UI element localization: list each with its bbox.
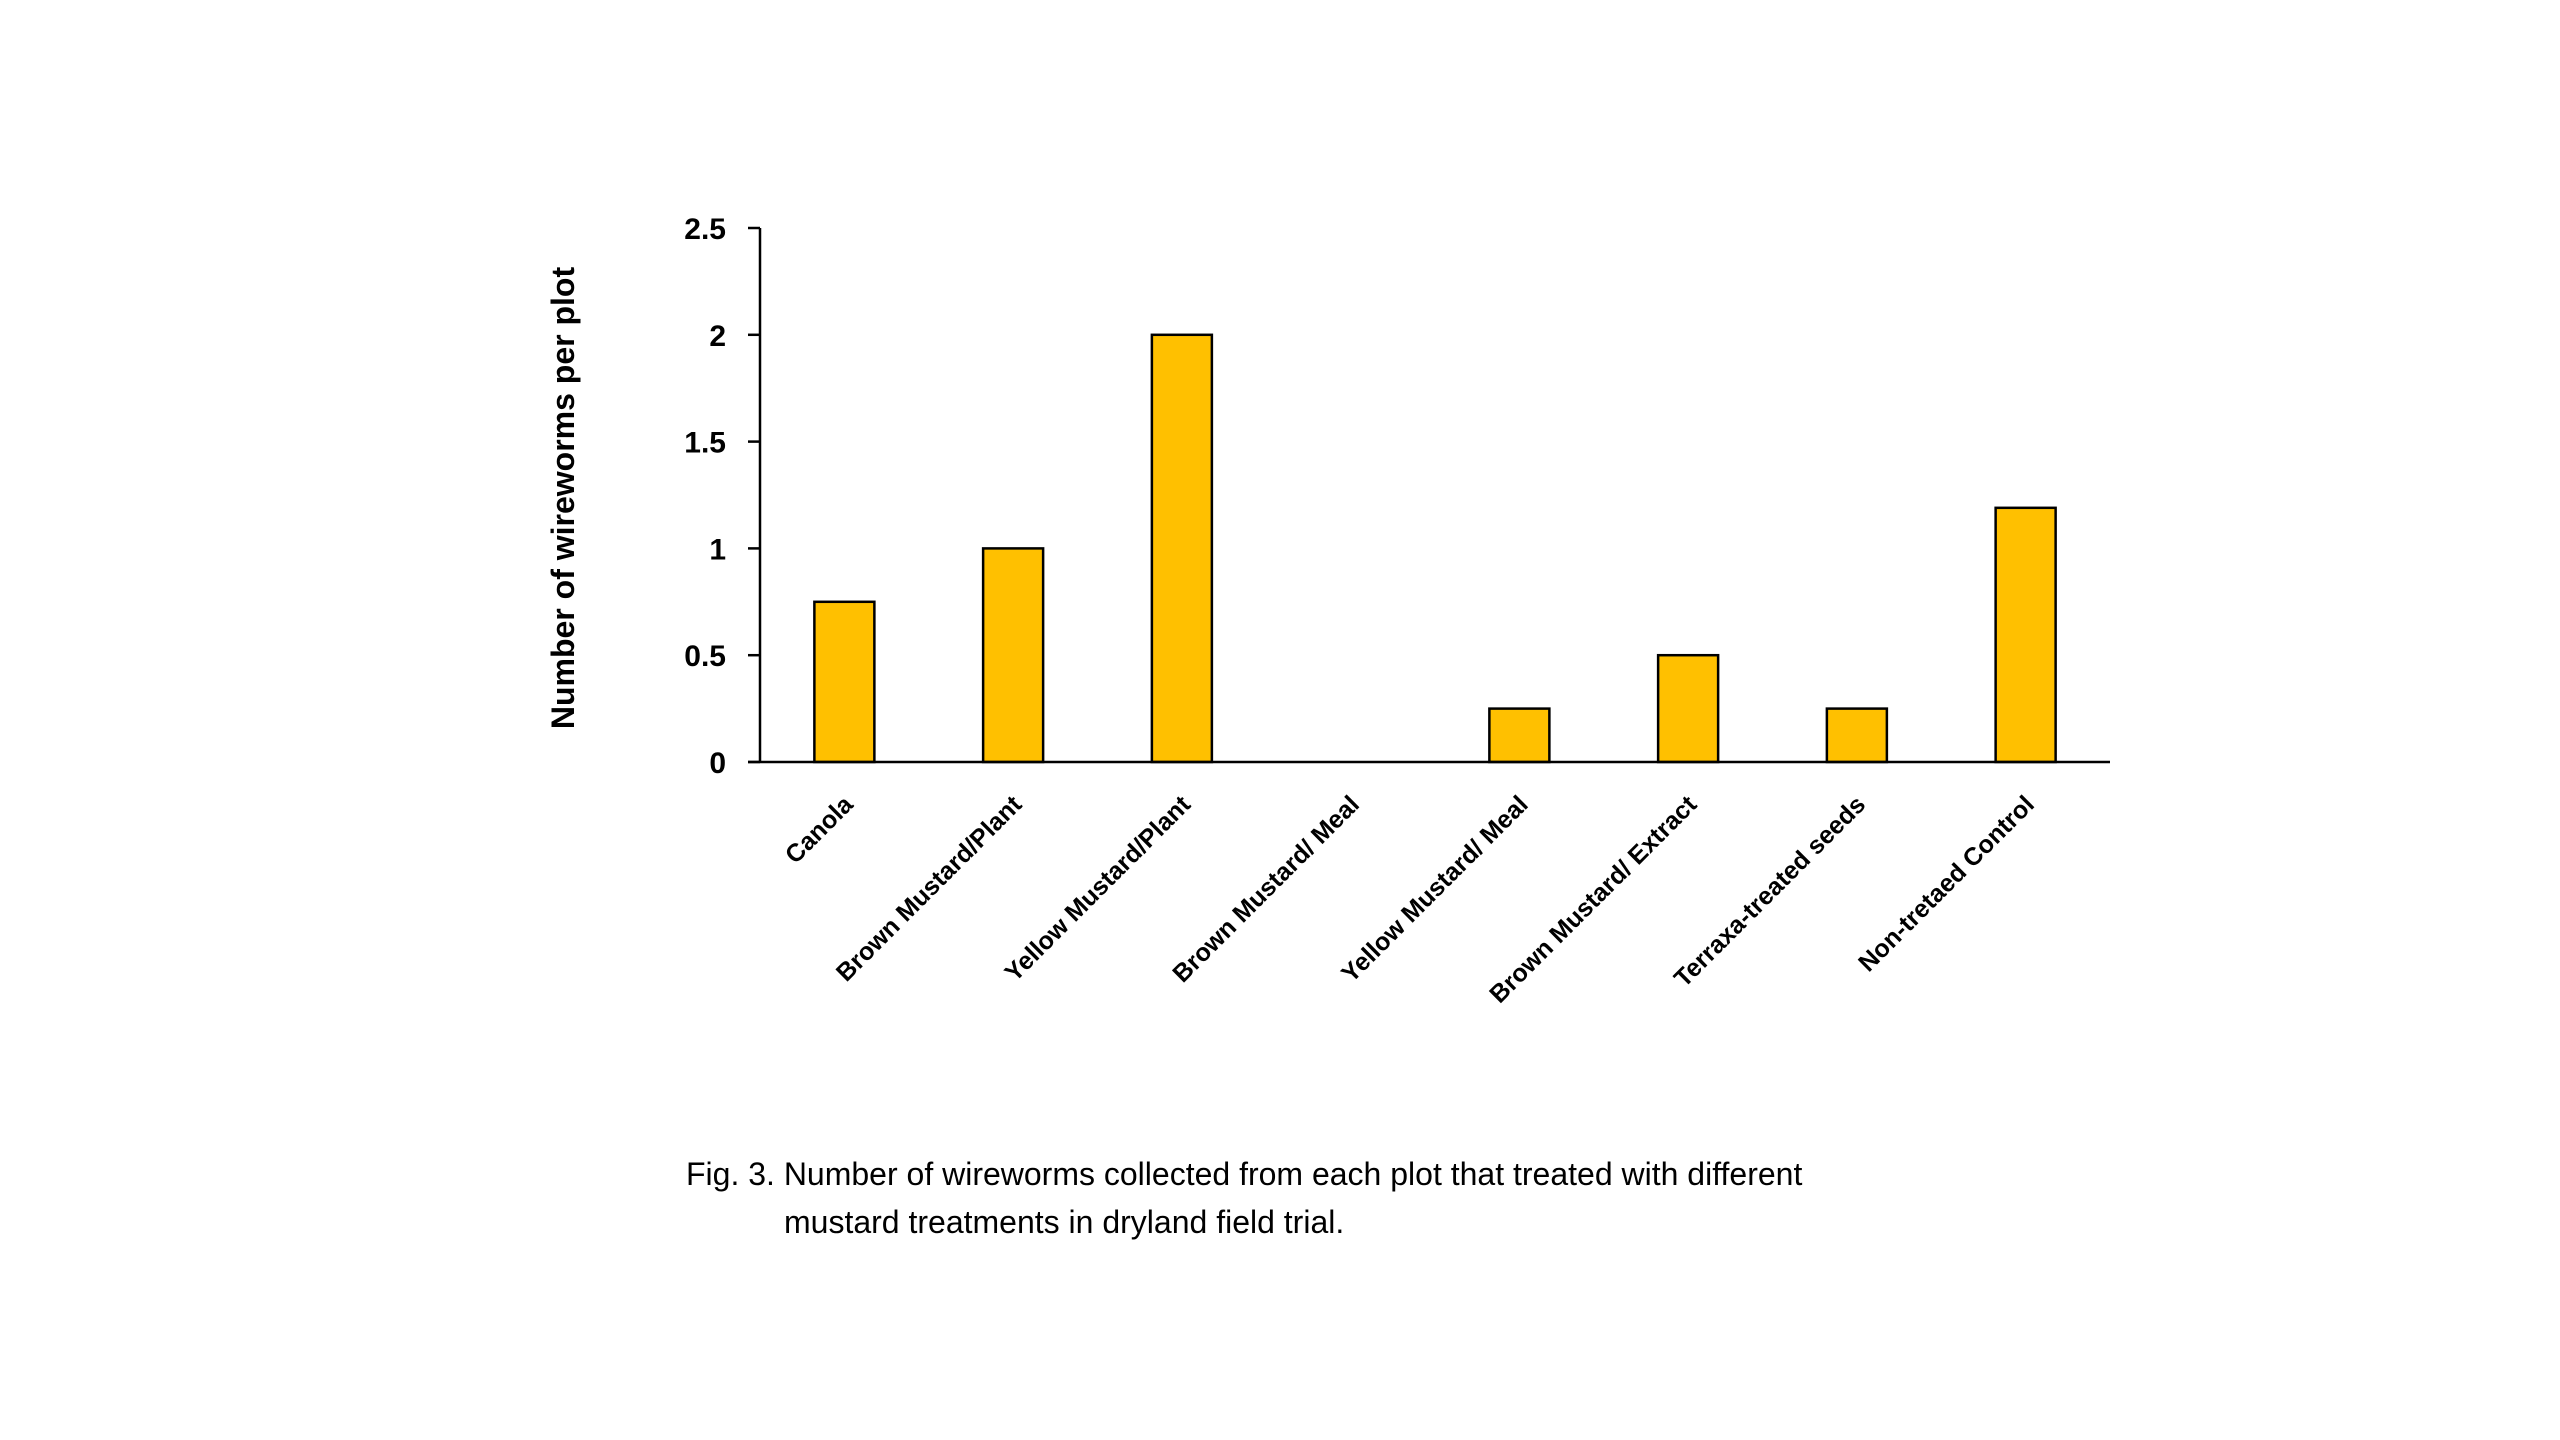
bar <box>1825 707 1889 764</box>
x-category-label: Terraxa-treated seeds <box>1669 790 1871 992</box>
y-tick-label: 2.5 <box>684 213 726 246</box>
bar <box>1994 506 2057 764</box>
y-tick-label: 1 <box>709 533 726 566</box>
caption-line-1: Fig. 3. Number of wireworms collected fr… <box>686 1156 1803 1192</box>
x-category-label: Brown Mustard/Plant <box>831 790 1028 987</box>
bar <box>981 547 1045 764</box>
x-category-label: Canola <box>780 790 860 870</box>
bar <box>1150 333 1214 764</box>
figure-caption: Fig. 3. Number of wireworms collected fr… <box>686 1150 1986 1246</box>
y-axis-title-group: Number of wireworms per plot <box>545 267 581 730</box>
y-tick-label: 0 <box>709 747 726 780</box>
y-tick-label: 1.5 <box>684 427 726 460</box>
y-tick-label: 2 <box>709 320 726 353</box>
x-category-label: Yellow Mustard/ Meal <box>1336 790 1534 988</box>
bar <box>813 600 876 764</box>
y-axis-ticks: 0 0.5 1 1.5 2 2.5 <box>684 213 760 780</box>
caption-line-2: mustard treatments in dryland field tria… <box>784 1204 1345 1240</box>
x-category-label: Brown Mustard/ Meal <box>1167 790 1365 988</box>
y-tick-label: 0.5 <box>684 640 726 673</box>
bar <box>1656 653 1720 764</box>
y-axis-title: Number of wireworms per plot <box>545 267 581 730</box>
bar <box>1488 707 1551 764</box>
x-category-label: Non-tretaed Control <box>1853 790 2040 977</box>
x-category-label: Yellow Mustard/Plant <box>999 790 1196 987</box>
bars <box>813 333 2057 764</box>
